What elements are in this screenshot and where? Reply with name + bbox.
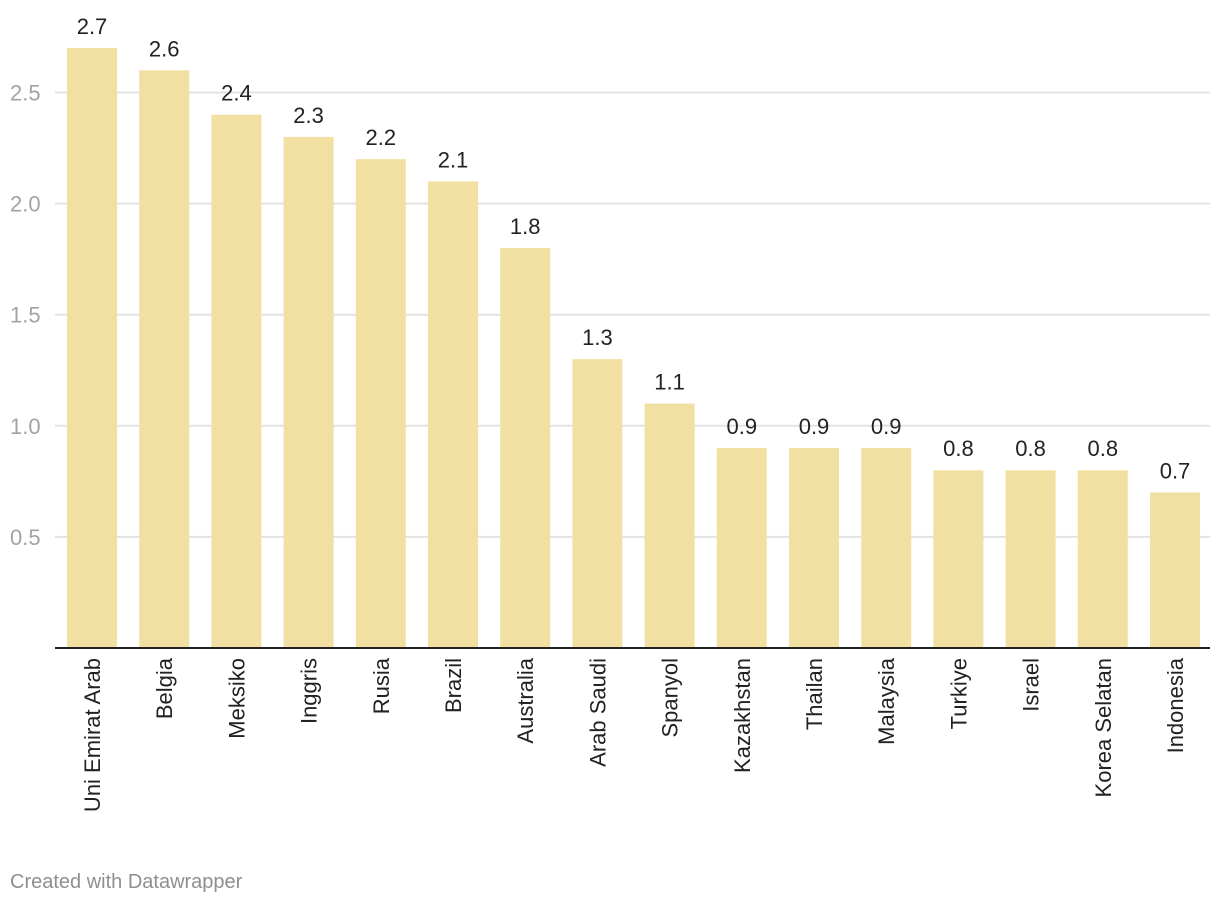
value-label: 2.6: [149, 36, 180, 61]
bar: [716, 448, 767, 648]
datawrapper-credit: Created with Datawrapper: [10, 871, 243, 893]
value-label: 0.7: [1160, 458, 1191, 483]
category-label: Brazil: [441, 658, 466, 713]
bar: [861, 448, 912, 648]
bar: [500, 248, 551, 649]
bar: [355, 159, 406, 648]
bar: [67, 48, 117, 649]
category-label: Kazakhstan: [730, 658, 755, 773]
value-label: 0.8: [1015, 436, 1046, 461]
value-label: 1.3: [582, 325, 613, 350]
value-label: 1.8: [510, 214, 541, 239]
y-tick-label: 0.5: [10, 525, 41, 550]
y-tick-label: 2.5: [10, 81, 41, 106]
category-label: Spanyol: [658, 658, 683, 738]
value-label: 1.1: [654, 370, 685, 395]
category-label: Rusia: [369, 657, 394, 714]
bars: [67, 48, 1200, 649]
y-tick-label: 1.5: [10, 303, 41, 328]
y-axis-ticks: 0.5 1.0 1.5 2.0 2.5: [10, 81, 41, 550]
value-label: 0.8: [1088, 436, 1119, 461]
bar: [572, 359, 623, 648]
value-label: 2.3: [293, 103, 324, 128]
category-labels: Uni Emirat Arab Belgia Meksiko Inggris Rusia…: [80, 657, 1188, 812]
category-label: Indonesia: [1163, 657, 1188, 753]
category-label: Belgia: [152, 657, 177, 719]
value-label: 0.9: [727, 414, 758, 439]
bar: [139, 70, 190, 648]
bar: [211, 114, 262, 649]
value-labels: 2.7 2.6 2.4 2.3 2.2 2.1 1.8 1.3 1.1 0.9 0.9 0.9 0.8 0…: [77, 14, 1191, 483]
value-label: 2.2: [366, 125, 397, 150]
category-label: Meksiko: [224, 658, 249, 739]
category-label: Inggris: [297, 658, 322, 724]
value-label: 0.9: [871, 414, 902, 439]
value-label: 2.1: [438, 147, 469, 172]
value-label: 2.7: [77, 14, 108, 39]
bar: [644, 403, 695, 648]
y-tick-label: 2.0: [10, 192, 41, 217]
bar: [933, 470, 984, 648]
category-label: Thailan: [802, 658, 827, 730]
category-label: Malaysia: [874, 657, 899, 745]
category-label: Korea Selatan: [1091, 658, 1116, 797]
category-label: Arab Saudi: [585, 658, 610, 767]
bar-chart: 2.7 2.6 2.4 2.3 2.2 2.1 1.8 1.3 1.1 0.9 0.9 0.9 0.8 0…: [10, 14, 1210, 812]
bar: [789, 448, 839, 648]
bar: [1005, 470, 1056, 648]
category-label: Uni Emirat Arab: [80, 658, 105, 812]
category-label: Australia: [513, 657, 538, 743]
bar: [283, 136, 334, 648]
category-label: Turkiye: [946, 658, 971, 729]
bar: [1150, 492, 1200, 648]
y-tick-label: 1.0: [10, 414, 41, 439]
value-label: 0.9: [799, 414, 830, 439]
bar: [1077, 470, 1128, 648]
bar: [428, 181, 478, 648]
value-label: 0.8: [943, 436, 974, 461]
value-label: 2.4: [221, 81, 252, 106]
category-label: Israel: [1019, 658, 1044, 712]
